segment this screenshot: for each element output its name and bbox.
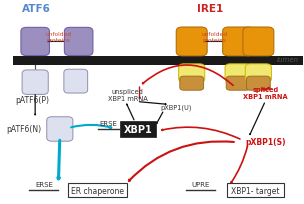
FancyBboxPatch shape bbox=[68, 183, 127, 197]
FancyBboxPatch shape bbox=[179, 64, 205, 83]
FancyBboxPatch shape bbox=[243, 28, 274, 57]
FancyBboxPatch shape bbox=[120, 122, 156, 137]
FancyBboxPatch shape bbox=[223, 28, 254, 57]
Text: pXBP1(U): pXBP1(U) bbox=[160, 104, 192, 110]
FancyBboxPatch shape bbox=[64, 28, 93, 56]
FancyBboxPatch shape bbox=[64, 70, 88, 94]
Text: ATF6: ATF6 bbox=[22, 4, 51, 14]
Text: XBP1- target: XBP1- target bbox=[231, 186, 280, 195]
Text: unfolded
proteins: unfolded proteins bbox=[45, 32, 71, 43]
FancyBboxPatch shape bbox=[47, 117, 73, 142]
FancyBboxPatch shape bbox=[227, 183, 284, 197]
FancyBboxPatch shape bbox=[176, 28, 207, 57]
Text: ER chaperone: ER chaperone bbox=[71, 186, 124, 195]
Text: XBP1: XBP1 bbox=[124, 124, 152, 134]
Text: ERSE: ERSE bbox=[99, 120, 117, 126]
FancyBboxPatch shape bbox=[22, 71, 48, 95]
Text: UPRE: UPRE bbox=[191, 181, 209, 187]
FancyBboxPatch shape bbox=[225, 64, 251, 83]
Text: unspliced
XBP1 mRNA: unspliced XBP1 mRNA bbox=[108, 88, 148, 102]
Text: ERSE: ERSE bbox=[35, 181, 53, 187]
Text: pATF6(P): pATF6(P) bbox=[15, 96, 49, 105]
FancyBboxPatch shape bbox=[247, 77, 270, 91]
FancyBboxPatch shape bbox=[226, 77, 250, 91]
Text: pXBP1(S): pXBP1(S) bbox=[245, 137, 286, 146]
FancyBboxPatch shape bbox=[245, 64, 271, 83]
Text: spliced
XBP1 mRNA: spliced XBP1 mRNA bbox=[243, 86, 288, 100]
Text: lumen: lumen bbox=[277, 57, 299, 63]
Text: IRE1: IRE1 bbox=[197, 4, 224, 14]
Bar bbox=[13, 57, 303, 66]
FancyBboxPatch shape bbox=[180, 77, 204, 91]
Text: unfolded
proteins: unfolded proteins bbox=[202, 32, 228, 43]
FancyBboxPatch shape bbox=[21, 28, 50, 56]
Text: pATF6(N): pATF6(N) bbox=[6, 125, 41, 134]
